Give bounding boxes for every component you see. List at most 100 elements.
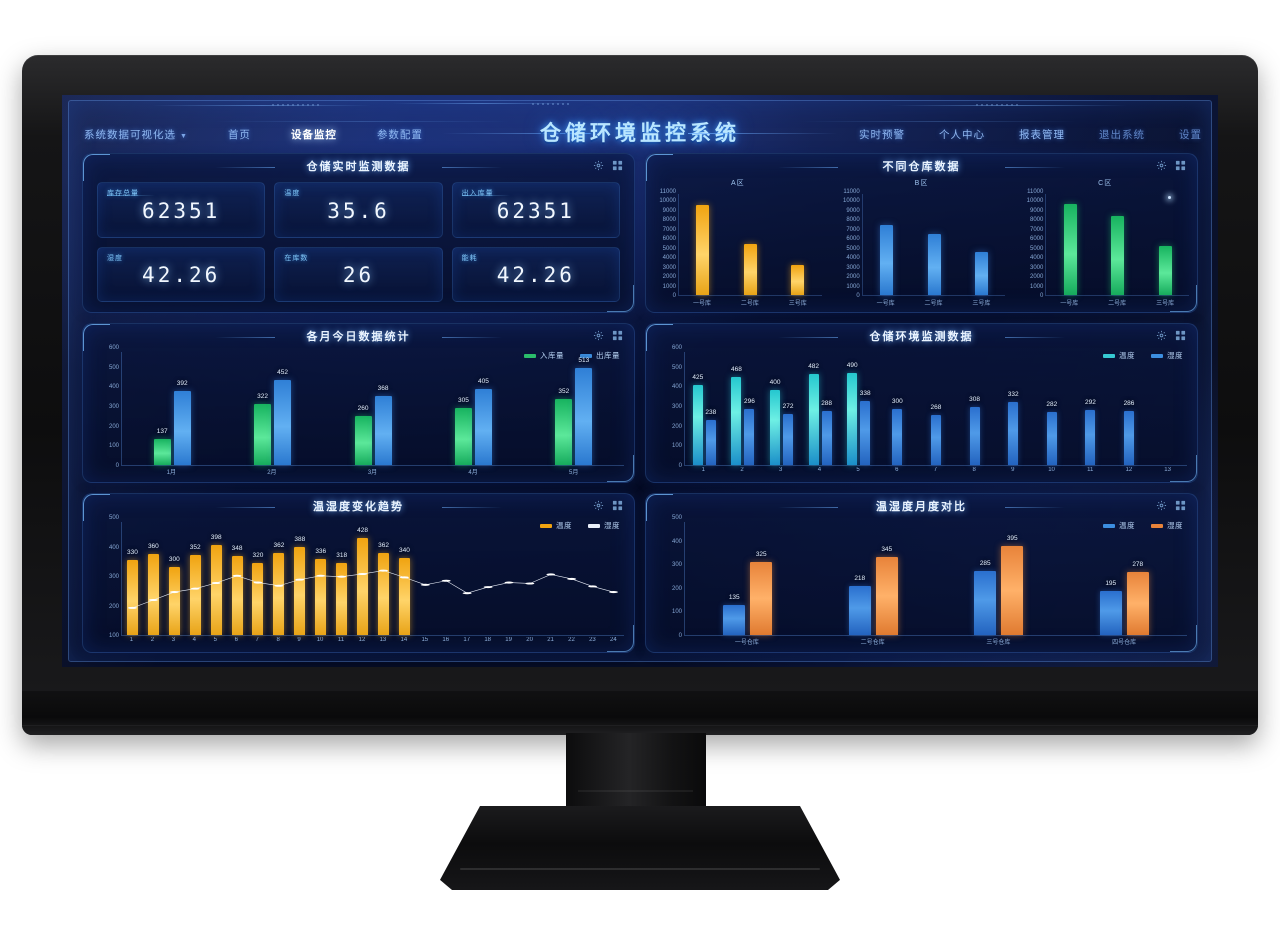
gear-icon[interactable] xyxy=(593,500,604,511)
bar-value-label: 348 xyxy=(231,545,243,553)
kpi-value: 35.6 xyxy=(327,198,390,223)
nav-item-device-monitor[interactable]: 设备监控 xyxy=(290,129,337,141)
bar[interactable]: 320 xyxy=(252,552,264,635)
bar[interactable]: 300 xyxy=(168,556,180,635)
bar[interactable]: 362 xyxy=(273,542,285,635)
expand-icon[interactable] xyxy=(1175,160,1186,171)
bar[interactable]: 340 xyxy=(398,547,410,635)
bar[interactable]: 400 xyxy=(770,379,780,465)
bar[interactable]: 285 xyxy=(974,560,997,635)
legend-entry[interactable]: 温度 xyxy=(1103,350,1135,361)
bar[interactable]: 348 xyxy=(231,545,243,635)
bar[interactable] xyxy=(743,243,757,295)
bar[interactable]: 405 xyxy=(474,378,492,465)
nav-item-user-center[interactable]: 个人中心 xyxy=(939,129,985,141)
bar[interactable]: 345 xyxy=(875,546,898,635)
bar[interactable]: 513 xyxy=(575,357,593,465)
gear-icon[interactable] xyxy=(593,160,604,171)
bar[interactable]: 482 xyxy=(808,363,819,465)
bar[interactable]: 286 xyxy=(1124,400,1134,465)
nav-item-report-management[interactable]: 报表管理 xyxy=(1019,129,1065,141)
bar[interactable]: 296 xyxy=(744,398,755,465)
expand-icon[interactable] xyxy=(1175,330,1186,341)
gear-icon[interactable] xyxy=(593,330,604,341)
bar[interactable]: 490 xyxy=(847,362,858,465)
bar[interactable]: 278 xyxy=(1126,561,1149,635)
bar[interactable] xyxy=(696,205,710,295)
bar[interactable] xyxy=(1063,204,1077,295)
bar[interactable] xyxy=(791,264,805,295)
bar[interactable]: 368 xyxy=(374,385,392,465)
bar[interactable]: 260 xyxy=(354,405,372,465)
y-tick: 400 xyxy=(108,544,119,551)
nav-item-exit-system[interactable]: 退出系统 xyxy=(1099,129,1145,141)
bar[interactable]: 468 xyxy=(731,366,742,465)
bar[interactable]: 338 xyxy=(860,390,871,465)
bar[interactable] xyxy=(879,225,893,295)
bar[interactable]: 352 xyxy=(555,388,573,465)
nav-item-system-visualization[interactable]: 系统数据可视化选 ▼ xyxy=(84,127,188,142)
bar[interactable]: 452 xyxy=(274,369,292,465)
bar[interactable]: 330 xyxy=(126,549,138,635)
panel-warehouse: 不同仓库数据 A区 11000 10000 900 xyxy=(645,153,1198,313)
nav-item-realtime-alarm[interactable]: 实时预警 xyxy=(859,129,905,141)
bar[interactable]: 238 xyxy=(705,409,716,465)
legend-entry[interactable]: 出库量 xyxy=(580,350,620,361)
bar[interactable]: 318 xyxy=(336,552,348,635)
bar-slot xyxy=(1141,194,1189,295)
warehouse-subcharts: A区 11000 10000 9000 8000 7000 6000 5000 4000 300… xyxy=(646,178,1197,312)
bar[interactable]: 425 xyxy=(692,374,703,465)
nav-item-settings[interactable]: 设置 xyxy=(1179,129,1202,141)
bar[interactable]: 322 xyxy=(254,393,272,465)
bar[interactable] xyxy=(975,251,989,295)
nav-item-home[interactable]: 首页 xyxy=(227,129,251,141)
bar[interactable]: 336 xyxy=(315,548,327,635)
y-tick: 4000 xyxy=(662,255,676,262)
bar[interactable]: 362 xyxy=(378,542,390,635)
expand-icon[interactable] xyxy=(612,330,623,341)
bar[interactable]: 305 xyxy=(454,397,472,465)
bar-value-label: 405 xyxy=(477,377,489,385)
bar[interactable]: 268 xyxy=(931,404,941,465)
gear-icon[interactable] xyxy=(1156,160,1167,171)
bar[interactable]: 308 xyxy=(969,396,980,465)
bar[interactable]: 428 xyxy=(357,527,369,635)
bar[interactable]: 352 xyxy=(189,544,201,635)
bar[interactable]: 398 xyxy=(210,534,222,635)
expand-icon[interactable] xyxy=(1175,500,1186,511)
bar[interactable] xyxy=(1158,246,1172,295)
bar[interactable]: 218 xyxy=(848,575,871,635)
bar[interactable]: 388 xyxy=(294,536,306,635)
y-tick: 100 xyxy=(671,609,682,616)
bar[interactable]: 135 xyxy=(723,594,746,635)
bar[interactable]: 332 xyxy=(1008,391,1019,465)
y-tick: 9000 xyxy=(846,207,860,214)
legend-entry[interactable]: 温度 xyxy=(540,520,572,531)
bar[interactable]: 292 xyxy=(1085,399,1096,465)
bar[interactable]: 360 xyxy=(147,543,159,635)
expand-icon[interactable] xyxy=(612,160,623,171)
legend-entry[interactable]: 入库量 xyxy=(524,350,564,361)
legend-entry[interactable]: 温度 xyxy=(1103,520,1135,531)
y-tick: 1000 xyxy=(662,283,676,290)
bar[interactable] xyxy=(1111,216,1125,295)
gear-icon[interactable] xyxy=(1156,500,1167,511)
legend-entry[interactable]: 湿度 xyxy=(1151,520,1183,531)
bar[interactable]: 272 xyxy=(783,403,793,465)
legend-entry[interactable]: 湿度 xyxy=(1151,350,1183,361)
bar[interactable]: 282 xyxy=(1046,401,1057,465)
gear-icon[interactable] xyxy=(1156,330,1167,341)
bar[interactable]: 395 xyxy=(1001,535,1024,635)
bar[interactable]: 288 xyxy=(821,400,832,465)
nav-item-parameter-config[interactable]: 参数配置 xyxy=(376,129,423,141)
expand-icon[interactable] xyxy=(612,500,623,511)
bar[interactable]: 392 xyxy=(173,380,191,465)
legend-entry[interactable]: 湿度 xyxy=(588,520,620,531)
bar[interactable]: 137 xyxy=(153,428,171,465)
bar[interactable]: 300 xyxy=(892,398,903,465)
bar-slot xyxy=(1148,352,1187,465)
bar[interactable]: 195 xyxy=(1099,580,1122,635)
bar[interactable]: 325 xyxy=(750,551,773,635)
y-tick: 100 xyxy=(108,633,119,639)
bar[interactable] xyxy=(927,234,941,295)
